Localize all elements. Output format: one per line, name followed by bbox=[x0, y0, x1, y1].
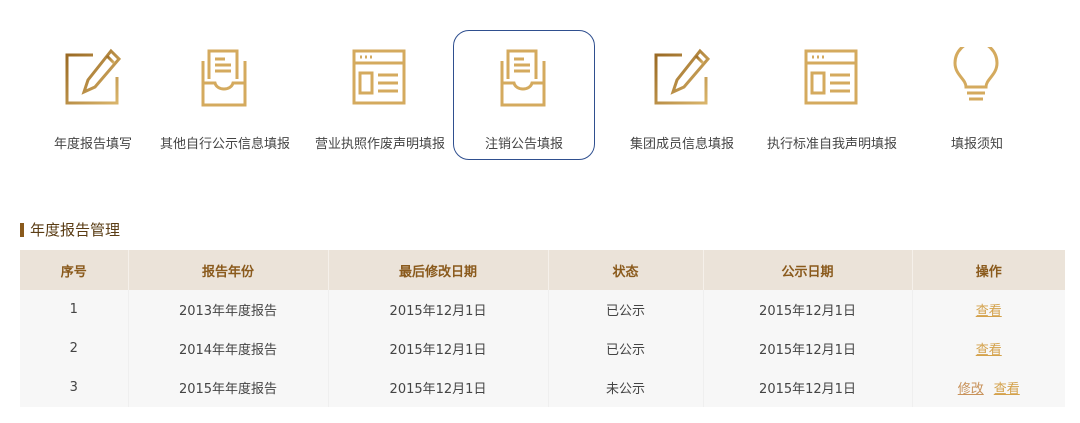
webpage-icon bbox=[352, 49, 406, 105]
cell-published: 2015年12月1日 bbox=[703, 329, 913, 368]
nav-item-group-members[interactable]: 集团成员信息填报 bbox=[611, 30, 753, 160]
cell-year: 2014年年度报告 bbox=[128, 329, 329, 368]
inbox-document-icon bbox=[201, 49, 247, 107]
cell-status: 已公示 bbox=[548, 290, 704, 329]
table-row: 1 2013年年度报告 2015年12月1日 已公示 2015年12月1日 查看 bbox=[20, 290, 1065, 329]
inbox-document-icon bbox=[500, 49, 546, 107]
cell-year: 2013年年度报告 bbox=[128, 290, 329, 329]
view-link[interactable]: 查看 bbox=[975, 343, 1002, 358]
webpage-icon bbox=[804, 49, 858, 105]
cell-modified: 2015年12月1日 bbox=[328, 368, 549, 407]
header-no: 序号 bbox=[20, 250, 129, 290]
cell-modified: 2015年12月1日 bbox=[328, 329, 549, 368]
cell-actions: 修改 查看 bbox=[912, 368, 1065, 407]
nav-item-standard-declaration[interactable]: 执行标准自我声明填报 bbox=[761, 30, 903, 160]
nav-item-annual-report[interactable]: 年度报告填写 bbox=[22, 30, 164, 160]
cell-no: 2 bbox=[20, 329, 129, 368]
table-row: 3 2015年年度报告 2015年12月1日 未公示 2015年12月1日 修改… bbox=[20, 368, 1065, 407]
view-link[interactable]: 查看 bbox=[975, 304, 1002, 319]
cell-status: 已公示 bbox=[548, 329, 704, 368]
nav-item-label: 年度报告填写 bbox=[53, 137, 132, 152]
annual-report-table: 序号 报告年份 最后修改日期 状态 公示日期 操作 1 2013年年度报告 20… bbox=[20, 250, 1065, 407]
edit-icon bbox=[654, 49, 710, 105]
cell-year: 2015年年度报告 bbox=[128, 368, 329, 407]
header-modified: 最后修改日期 bbox=[328, 250, 549, 290]
nav-item-cancellation-notice[interactable]: 注销公告填报 bbox=[453, 30, 595, 160]
edit-icon bbox=[65, 49, 121, 105]
lightbulb-icon bbox=[953, 47, 999, 101]
cell-no: 3 bbox=[20, 368, 129, 407]
nav-item-label: 填报须知 bbox=[950, 137, 1003, 152]
view-link[interactable]: 查看 bbox=[993, 382, 1020, 397]
cell-actions: 查看 bbox=[912, 290, 1065, 329]
table-row: 2 2014年年度报告 2015年12月1日 已公示 2015年12月1日 查看 bbox=[20, 329, 1065, 368]
nav-item-license-void[interactable]: 营业执照作废声明填报 bbox=[309, 30, 451, 160]
cell-status: 未公示 bbox=[548, 368, 704, 407]
section-title: 年度报告管理 bbox=[20, 219, 120, 240]
table-header-row: 序号 报告年份 最后修改日期 状态 公示日期 操作 bbox=[20, 250, 1065, 290]
nav-item-label: 集团成员信息填报 bbox=[629, 137, 734, 152]
nav-item-label: 注销公告填报 bbox=[484, 137, 563, 152]
header-year: 报告年份 bbox=[128, 250, 329, 290]
top-nav: 年度报告填写 其他自行公示信息填报 营业执照作废声明填报 注销公告填报 集团成员… bbox=[0, 0, 1080, 170]
cell-no: 1 bbox=[20, 290, 129, 329]
nav-item-other-disclosure[interactable]: 其他自行公示信息填报 bbox=[154, 30, 296, 160]
section-marker bbox=[20, 222, 24, 237]
nav-item-label: 其他自行公示信息填报 bbox=[159, 137, 290, 152]
section-title-text: 年度报告管理 bbox=[30, 221, 121, 239]
nav-item-label: 执行标准自我声明填报 bbox=[766, 137, 897, 152]
cell-actions: 查看 bbox=[912, 329, 1065, 368]
nav-item-instructions[interactable]: 填报须知 bbox=[906, 30, 1048, 160]
header-actions: 操作 bbox=[912, 250, 1065, 290]
cell-modified: 2015年12月1日 bbox=[328, 290, 549, 329]
cell-published: 2015年12月1日 bbox=[703, 290, 913, 329]
edit-link[interactable]: 修改 bbox=[957, 382, 984, 397]
header-published: 公示日期 bbox=[703, 250, 913, 290]
cell-published: 2015年12月1日 bbox=[703, 368, 913, 407]
nav-item-label: 营业执照作废声明填报 bbox=[314, 137, 445, 152]
header-status: 状态 bbox=[548, 250, 704, 290]
